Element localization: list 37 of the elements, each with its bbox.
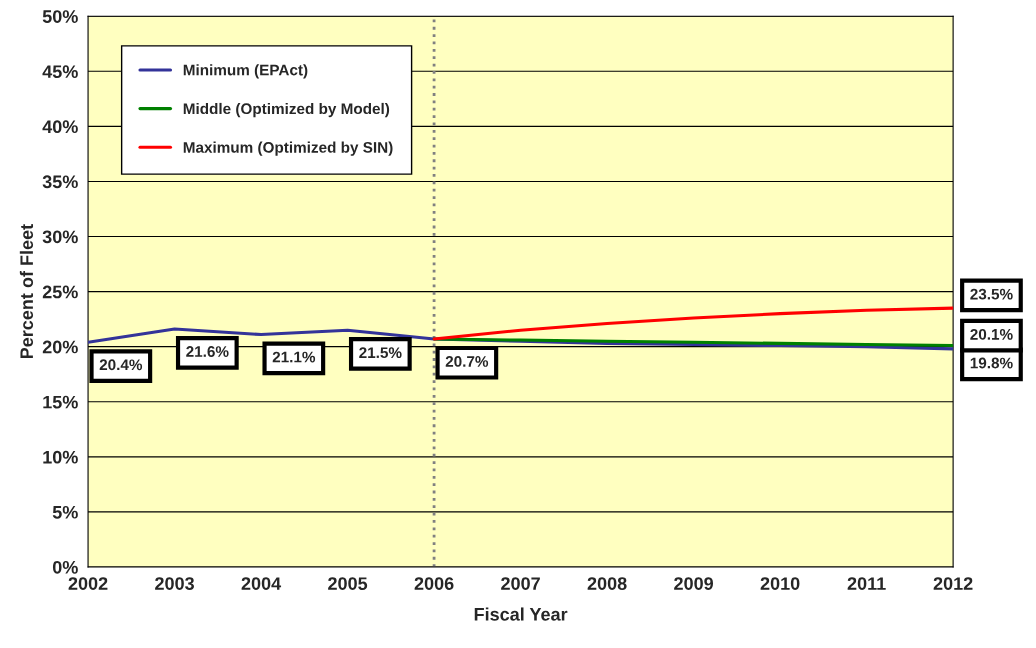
data-label: 19.8% (970, 357, 1013, 369)
y-tick-label: 15% (43, 395, 78, 409)
legend-label: Maximum (Optimized by SIN) (183, 141, 393, 156)
line-series (432, 337, 954, 348)
x-tick-label: 2006 (414, 577, 454, 590)
data-label: 20.1% (970, 328, 1013, 340)
y-tick-label: 40% (42, 120, 78, 134)
x-tick-label: 2010 (760, 577, 800, 590)
x-tick-label: 2003 (155, 577, 194, 591)
data-label: 20.7% (445, 356, 489, 367)
x-axis-title: Fiscal Year (474, 607, 568, 621)
x-tick-label: 2004 (241, 577, 282, 590)
x-tick-label: 2007 (501, 577, 540, 590)
y-tick-label: 25% (42, 285, 78, 299)
y-tick-label: 30% (42, 230, 78, 244)
data-label: 20.4% (99, 359, 143, 371)
x-tick-label: 2009 (674, 577, 714, 590)
y-tick-label: 5% (52, 505, 78, 519)
x-tick-label: 2005 (328, 577, 368, 590)
y-tick-label: 0% (52, 560, 78, 574)
data-label: 21.1% (272, 351, 316, 363)
line-series (432, 306, 954, 341)
y-axis-title: Percent of Fleet (19, 224, 34, 359)
x-tick-label: 2008 (587, 577, 627, 590)
x-tick-label: 2002 (68, 577, 108, 590)
x-tick-label: 2011 (847, 577, 886, 590)
data-label: 23.5% (970, 288, 1013, 300)
x-tick-label: 2012 (933, 577, 973, 590)
legend-label: Middle (Optimized by Model) (183, 102, 390, 118)
y-tick-label: 20% (42, 340, 78, 354)
legend-label: Minimum (EPAct) (183, 64, 308, 79)
y-tick-label: 10% (43, 450, 78, 464)
y-tick-label: 50% (42, 10, 78, 23)
y-tick-label: 35% (42, 175, 78, 189)
data-label: 21.5% (359, 347, 402, 359)
data-label: 21.6% (186, 346, 229, 357)
y-tick-label: 45% (42, 65, 78, 78)
